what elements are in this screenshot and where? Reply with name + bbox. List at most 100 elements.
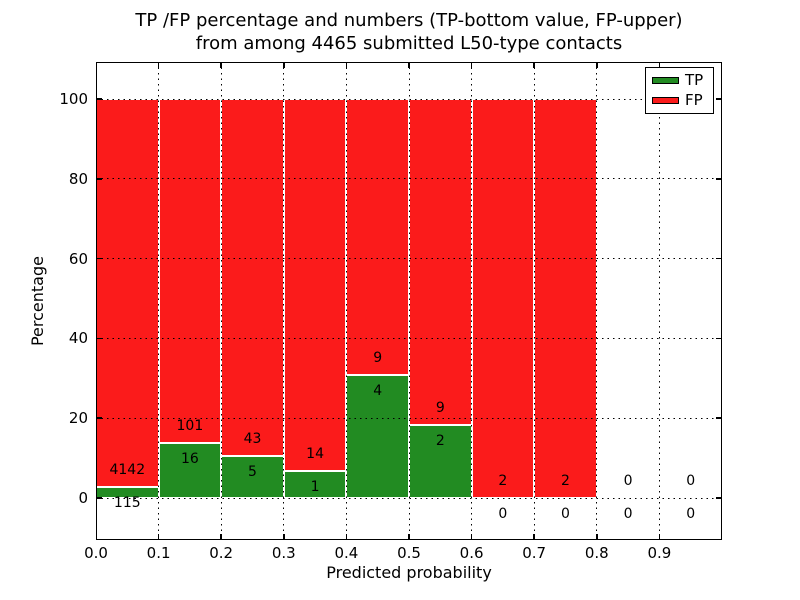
y-tick-label: 80 <box>68 169 88 188</box>
y-tick-left <box>97 417 102 419</box>
gridline-vertical <box>596 62 598 540</box>
legend-item: FP <box>646 93 713 108</box>
x-tick-top <box>345 63 348 68</box>
legend-item-label: TP <box>685 71 704 89</box>
y-tick-left <box>97 257 102 260</box>
y-tick-right <box>716 178 721 180</box>
x-tick-label: 0.5 <box>397 544 421 562</box>
x-tick-bottom <box>596 534 598 539</box>
fp-count-label: 101 <box>176 418 204 435</box>
y-axis-label: Percentage <box>28 256 47 347</box>
x-tick-bottom <box>157 534 160 539</box>
y-tick-left <box>97 98 102 100</box>
fp-count-label: 14 <box>306 446 324 463</box>
gridline-vertical <box>533 62 535 540</box>
tp-count-label: 4 <box>373 383 383 400</box>
fp-count-label: 9 <box>373 350 383 367</box>
tp-count-label: 0 <box>686 506 696 522</box>
x-tick-label: 0.6 <box>459 544 484 562</box>
legend-item: TP <box>646 73 713 88</box>
y-tick-label: 60 <box>68 249 88 268</box>
fp-legend-swatch <box>652 97 679 104</box>
tp-count-label: 1 <box>310 479 320 496</box>
tp-count-label: 115 <box>113 495 141 512</box>
gridline-vertical <box>158 62 160 540</box>
x-tick-label: 0.0 <box>84 544 108 562</box>
bar-fp-segment <box>221 99 284 457</box>
y-tick-right <box>716 417 721 419</box>
x-tick-bottom <box>408 534 410 539</box>
fp-count-label: 43 <box>243 431 262 448</box>
fp-count-label: 9 <box>435 400 445 417</box>
fp-count-label: 4142 <box>109 462 146 479</box>
x-tick-top <box>596 63 598 68</box>
x-tick-bottom <box>658 534 661 539</box>
y-tick-right <box>716 337 721 340</box>
chart-title-line1: TP /FP percentage and numbers (TP-bottom… <box>135 10 683 31</box>
chart-title: TP /FP percentage and numbers (TP-bottom… <box>96 9 722 55</box>
x-axis-label: Predicted probability <box>326 563 492 582</box>
bar-fp-segment <box>346 99 409 376</box>
bar-fp-segment <box>96 99 159 488</box>
gridline-horizontal <box>96 178 722 180</box>
gridline-horizontal <box>96 337 722 339</box>
bar-tp-segment <box>346 375 409 498</box>
gridline-horizontal <box>96 417 722 419</box>
x-tick-label: 0.2 <box>209 544 234 562</box>
plot-area: 4142 115 101 16 43 5 14 1 9 4 9 2 2 0 2 0 0 0 0 0 <box>96 62 722 540</box>
bar-fp-segment <box>409 99 472 426</box>
x-tick-label: 0.3 <box>271 544 296 562</box>
bar-fp-segment <box>534 99 597 498</box>
x-tick-top <box>408 63 410 68</box>
y-tick-label: 20 <box>68 409 88 428</box>
fp-count-label: 2 <box>561 473 570 489</box>
fp-count-label: 2 <box>498 473 508 489</box>
x-tick-top <box>533 63 535 68</box>
tp-count-label: 2 <box>435 433 445 450</box>
x-tick-label: 0.1 <box>146 544 171 562</box>
fp-count-label: 0 <box>623 473 633 489</box>
gridline-vertical <box>220 62 222 540</box>
gridline-vertical <box>471 62 473 540</box>
x-tick-label: 0.4 <box>334 544 359 562</box>
x-tick-label: 0.8 <box>584 544 609 562</box>
gridline-horizontal <box>96 497 722 499</box>
x-tick-label: 0.9 <box>647 544 672 562</box>
legend-item-label: FP <box>685 91 703 109</box>
x-tick-label: 0.7 <box>522 544 547 562</box>
bar-fp-segment <box>283 99 347 472</box>
gridline-vertical <box>658 62 660 540</box>
tp-count-label: 0 <box>561 506 570 522</box>
tp-count-label: 5 <box>248 464 257 481</box>
x-tick-top <box>283 63 285 68</box>
y-tick-right <box>716 497 721 499</box>
gridline-vertical <box>408 62 410 540</box>
gridline-vertical <box>283 62 285 540</box>
y-tick-label: 0 <box>78 489 88 507</box>
x-tick-bottom <box>220 534 222 539</box>
y-tick-label: 40 <box>68 329 88 348</box>
gridline-horizontal <box>96 98 722 100</box>
y-tick-label: 100 <box>59 90 88 108</box>
bar-fp-segment <box>158 99 222 444</box>
y-tick-right <box>716 257 721 260</box>
y-tick-left <box>97 497 102 499</box>
y-tick-left <box>97 178 102 180</box>
tp-count-label: 16 <box>180 451 199 468</box>
x-tick-top <box>658 63 661 68</box>
y-tick-left <box>97 337 102 340</box>
x-tick-bottom <box>345 534 348 539</box>
x-tick-bottom <box>470 534 473 539</box>
gridline-vertical <box>345 62 347 540</box>
x-tick-bottom <box>533 534 535 539</box>
tp-count-label: 0 <box>623 506 633 522</box>
tp-legend-swatch <box>652 77 679 84</box>
gridline-horizontal <box>96 258 722 260</box>
x-tick-top <box>157 63 160 68</box>
bar-fp-segment <box>471 99 535 498</box>
fp-count-label: 0 <box>686 473 696 489</box>
x-tick-top <box>220 63 222 68</box>
tp-count-label: 0 <box>498 506 508 522</box>
x-tick-top <box>470 63 473 68</box>
